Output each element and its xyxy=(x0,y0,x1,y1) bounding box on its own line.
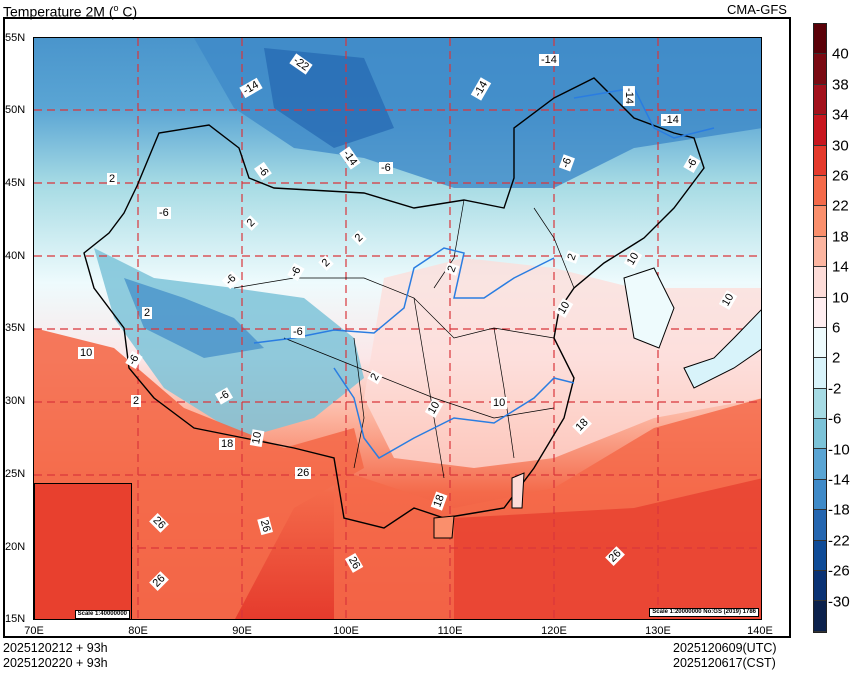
contour-label: -6 xyxy=(379,162,393,174)
colorbar-tick-label: 10 xyxy=(832,289,849,307)
lat-label: 45N xyxy=(5,177,26,189)
colorbar-segment xyxy=(814,358,826,389)
contour-label: 2 xyxy=(107,173,118,185)
colorbar-segment xyxy=(814,175,826,207)
lat-label: 35N xyxy=(5,322,26,334)
lon-label: 70E xyxy=(24,625,44,637)
colorbar-tick-label: -14 xyxy=(828,471,850,489)
init-time-utc: 2025120212 + 93h xyxy=(3,641,108,655)
init-time-cst: 2025120220 + 93h xyxy=(3,656,108,670)
colorbar-tick-label: -26 xyxy=(828,562,850,580)
contour-label: -14 xyxy=(661,114,681,126)
colorbar-tick-label: 14 xyxy=(832,258,849,276)
lat-label: 40N xyxy=(5,250,26,262)
colorbar-segment xyxy=(814,236,826,268)
inset-scale-label: Scale 1:40000000 xyxy=(74,610,130,619)
colorbar xyxy=(813,23,827,633)
colorbar-segment xyxy=(814,297,826,328)
lon-label: 140E xyxy=(747,625,773,637)
colorbar-tick-label: 30 xyxy=(832,137,849,155)
colorbar-segment xyxy=(814,327,826,359)
colorbar-tick-label: 6 xyxy=(832,319,841,337)
contour-label: 2 xyxy=(131,395,142,407)
colorbar-segment xyxy=(814,206,826,237)
map-scale-label: Scale 1:20000000 No:GS (2019) 1786 xyxy=(649,608,759,617)
contour-label: 10 xyxy=(78,347,95,359)
lat-label: 15N xyxy=(5,613,26,625)
contour-label: 26 xyxy=(295,467,312,479)
contour-label: -14 xyxy=(622,86,635,106)
colorbar-tick-label: 22 xyxy=(832,197,849,215)
contour-label: 2 xyxy=(142,307,153,319)
colorbar-segment xyxy=(814,84,826,116)
colorbar-tick-label: -6 xyxy=(828,410,842,428)
valid-time-utc: 2025120609(UTC) xyxy=(673,641,777,655)
colorbar-tick-label: 18 xyxy=(832,228,849,246)
lat-label: 50N xyxy=(5,104,26,116)
colorbar-tick-label: 26 xyxy=(832,167,849,185)
colorbar-tick-label: 34 xyxy=(832,106,849,124)
lat-label: 55N xyxy=(5,32,26,44)
colorbar-segment xyxy=(814,24,826,55)
lon-label: 130E xyxy=(645,625,671,637)
colorbar-segment xyxy=(814,571,826,602)
temperature-map: Scale 1:40000000 Scale 1:20000000 No:GS … xyxy=(33,37,762,620)
lon-label: 100E xyxy=(333,625,359,637)
degree-symbol: o xyxy=(113,3,119,13)
colorbar-segment xyxy=(814,449,826,480)
map-svg xyxy=(34,38,761,619)
south-china-sea-inset: Scale 1:40000000 xyxy=(34,483,132,619)
colorbar-segment xyxy=(814,388,826,420)
title-text: Temperature 2M ( xyxy=(3,3,114,20)
colorbar-tick-label: -2 xyxy=(828,380,842,398)
lon-label: 110E xyxy=(437,625,463,637)
title-unit: C) xyxy=(118,3,138,20)
colorbar-segment xyxy=(814,601,826,632)
colorbar-segment xyxy=(814,267,826,298)
colorbar-segment xyxy=(814,54,826,85)
lon-label: 80E xyxy=(128,625,148,637)
colorbar-segment xyxy=(814,419,826,450)
colorbar-tick-label: 40 xyxy=(832,45,849,63)
valid-time-cst: 2025120617(CST) xyxy=(673,656,776,670)
chart-title: Temperature 2M (o C) xyxy=(3,0,137,20)
contour-label: 10 xyxy=(491,397,508,409)
lat-label: 20N xyxy=(5,541,26,553)
colorbar-tick-label: -10 xyxy=(828,441,850,459)
colorbar-segment xyxy=(814,510,826,541)
colorbar-segment xyxy=(814,115,826,146)
colorbar-tick-label: -22 xyxy=(828,532,850,550)
colorbar-tick-label: 38 xyxy=(832,76,849,94)
contour-label: 18 xyxy=(219,438,236,450)
colorbar-tick-label: -18 xyxy=(828,501,850,519)
lat-label: 30N xyxy=(5,395,26,407)
colorbar-tick-label: -30 xyxy=(828,593,850,611)
colorbar-tick-label: 2 xyxy=(832,349,841,367)
plot-frame xyxy=(3,17,791,638)
lon-label: 90E xyxy=(232,625,252,637)
colorbar-segment xyxy=(814,540,826,572)
contour-label: -6 xyxy=(157,207,171,219)
lat-label: 25N xyxy=(5,468,26,480)
model-name: CMA-GFS xyxy=(727,2,787,17)
contour-label: -6 xyxy=(291,326,305,338)
contour-label: -14 xyxy=(539,54,559,66)
colorbar-segment xyxy=(814,479,826,511)
lon-label: 120E xyxy=(541,625,567,637)
colorbar-segment xyxy=(814,145,826,176)
